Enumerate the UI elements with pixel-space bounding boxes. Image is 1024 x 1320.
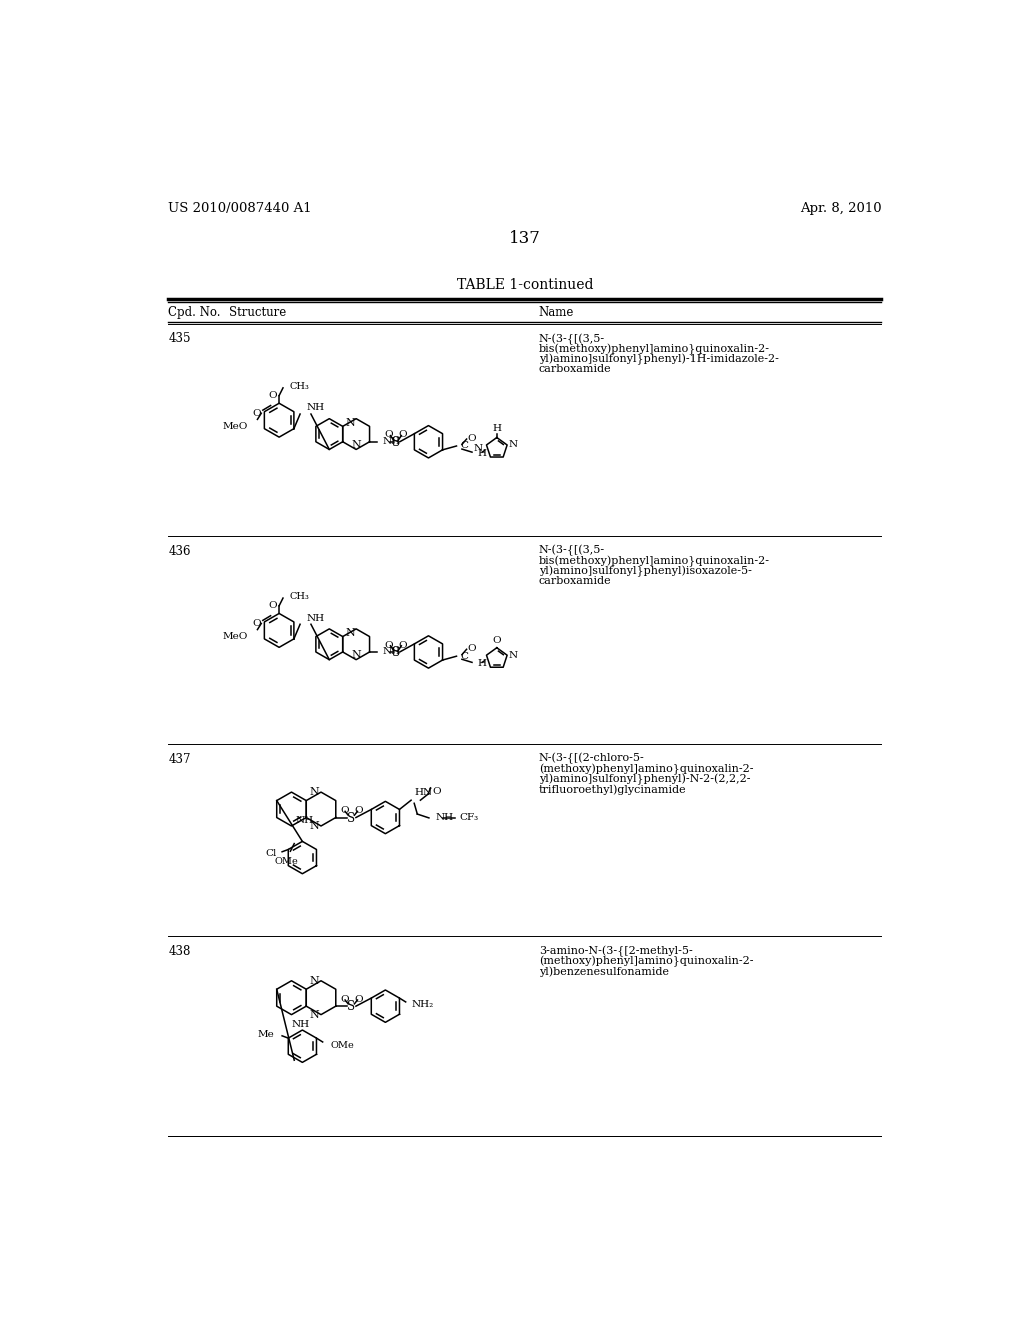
Text: Structure: Structure [228, 306, 286, 319]
Text: 3-amino-N-(3-{[2-methyl-5-: 3-amino-N-(3-{[2-methyl-5- [539, 945, 692, 957]
Text: O: O [253, 619, 261, 628]
Text: CH₃: CH₃ [290, 593, 310, 601]
Text: O: O [340, 995, 348, 1003]
Text: Apr. 8, 2010: Apr. 8, 2010 [800, 202, 882, 215]
Text: US 2010/0087440 A1: US 2010/0087440 A1 [168, 202, 312, 215]
Text: Cpd. No.: Cpd. No. [168, 306, 221, 319]
Text: C: C [461, 652, 468, 661]
Text: N: N [309, 787, 319, 797]
Text: O: O [493, 636, 501, 645]
Text: O: O [253, 409, 261, 417]
Text: S: S [347, 1001, 355, 1014]
Text: yl)amino]sulfonyl}phenyl)-N-2-(2,2,2-: yl)amino]sulfonyl}phenyl)-N-2-(2,2,2- [539, 774, 751, 785]
Text: N: N [309, 821, 319, 832]
Text: yl)benzenesulfonamide: yl)benzenesulfonamide [539, 966, 669, 977]
Text: (methoxy)phenyl]amino}quinoxalin-2-: (methoxy)phenyl]amino}quinoxalin-2- [539, 763, 754, 775]
Text: O: O [467, 434, 476, 442]
Text: H: H [493, 424, 502, 433]
Text: OMe: OMe [274, 858, 298, 866]
Text: N: N [351, 651, 361, 660]
Text: bis(methoxy)phenyl]amino}quinoxalin-2-: bis(methoxy)phenyl]amino}quinoxalin-2- [539, 343, 770, 355]
Text: N-(3-{[(3,5-: N-(3-{[(3,5- [539, 333, 605, 345]
Text: H: H [477, 660, 486, 668]
Text: trifluoroethyl)glycinamide: trifluoroethyl)glycinamide [539, 784, 686, 795]
Text: NH: NH [306, 614, 325, 623]
Text: yl)amino]sulfonyl}phenyl)-1H-imidazole-2-: yl)amino]sulfonyl}phenyl)-1H-imidazole-2… [539, 354, 778, 366]
Text: N: N [351, 441, 361, 450]
Text: O: O [354, 807, 362, 814]
Text: 436: 436 [168, 545, 190, 558]
Text: O: O [385, 430, 393, 440]
Text: (methoxy)phenyl]amino}quinoxalin-2-: (methoxy)phenyl]amino}quinoxalin-2- [539, 956, 754, 968]
Text: NH: NH [306, 404, 325, 412]
Text: N: N [474, 444, 483, 453]
Text: NH: NH [383, 648, 400, 656]
Text: O: O [398, 640, 408, 649]
Text: N: N [346, 628, 355, 638]
Text: NH₂: NH₂ [411, 999, 433, 1008]
Text: 435: 435 [168, 331, 190, 345]
Text: S: S [347, 812, 355, 825]
Text: 437: 437 [168, 752, 190, 766]
Text: MeO: MeO [223, 632, 248, 642]
Text: N: N [309, 1010, 319, 1019]
Text: N: N [509, 651, 518, 660]
Text: OMe: OMe [331, 1040, 354, 1049]
Text: O: O [340, 807, 348, 814]
Text: NH: NH [296, 817, 314, 825]
Text: O: O [398, 430, 408, 440]
Text: HN: HN [414, 788, 432, 797]
Text: O: O [432, 787, 440, 796]
Text: Me: Me [258, 1030, 274, 1039]
Text: S: S [392, 436, 400, 449]
Text: yl)amino]sulfonyl}phenyl)isoxazole-5-: yl)amino]sulfonyl}phenyl)isoxazole-5- [539, 566, 752, 577]
Text: O: O [268, 602, 276, 610]
Text: O: O [467, 644, 476, 653]
Text: NH: NH [292, 1020, 310, 1030]
Text: carboxamide: carboxamide [539, 576, 611, 586]
Text: Cl: Cl [265, 849, 276, 858]
Text: NH: NH [436, 813, 454, 822]
Text: N-(3-{[(3,5-: N-(3-{[(3,5- [539, 545, 605, 556]
Text: bis(methoxy)phenyl]amino}quinoxalin-2-: bis(methoxy)phenyl]amino}quinoxalin-2- [539, 556, 770, 566]
Text: 137: 137 [509, 230, 541, 247]
Text: N: N [509, 441, 518, 450]
Text: N-(3-{[(2-chloro-5-: N-(3-{[(2-chloro-5- [539, 752, 644, 764]
Text: N: N [346, 418, 355, 428]
Text: CH₃: CH₃ [290, 381, 310, 391]
Text: H: H [477, 449, 486, 458]
Text: C: C [461, 441, 468, 450]
Text: N: N [309, 975, 319, 986]
Text: TABLE 1-continued: TABLE 1-continued [457, 277, 593, 292]
Text: CF₃: CF₃ [459, 813, 478, 822]
Text: S: S [392, 647, 400, 659]
Text: O: O [268, 391, 276, 400]
Text: Name: Name [539, 306, 574, 319]
Text: NH: NH [383, 437, 400, 446]
Text: carboxamide: carboxamide [539, 364, 611, 375]
Text: MeO: MeO [223, 422, 248, 430]
Text: 438: 438 [168, 945, 190, 958]
Text: O: O [354, 995, 362, 1003]
Text: O: O [385, 640, 393, 649]
